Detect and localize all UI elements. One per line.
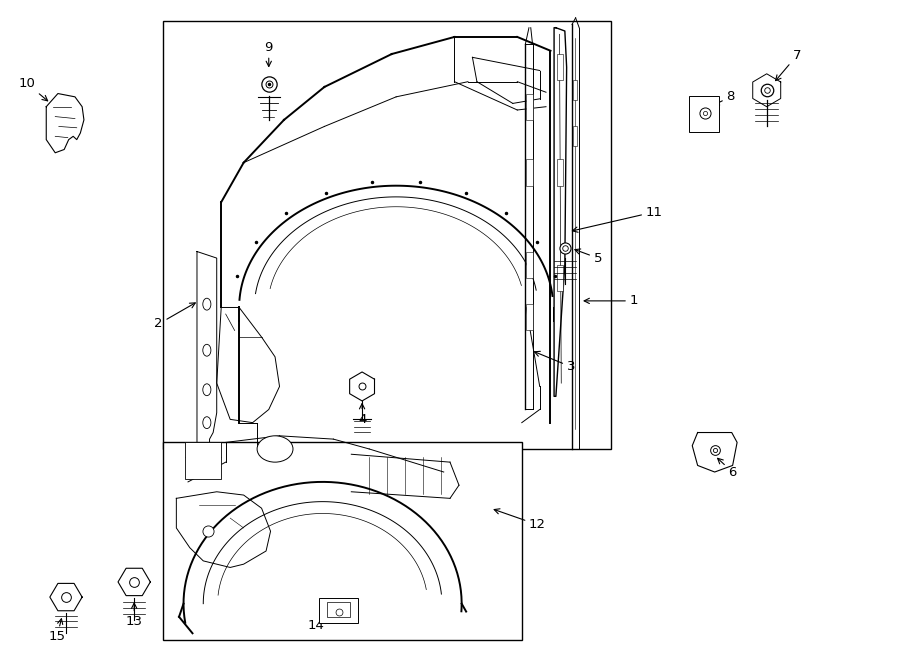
Ellipse shape: [202, 384, 211, 396]
Text: 8: 8: [714, 91, 734, 105]
Bar: [163, 442, 522, 640]
Text: 1: 1: [584, 294, 638, 307]
Text: 9: 9: [265, 41, 273, 67]
Text: 13: 13: [126, 603, 143, 628]
Ellipse shape: [202, 344, 211, 356]
Text: 12: 12: [494, 509, 546, 531]
Circle shape: [257, 436, 293, 462]
Bar: [557, 54, 563, 81]
Bar: [557, 264, 563, 291]
Text: 15: 15: [49, 619, 66, 643]
Bar: [327, 602, 350, 617]
Text: 11: 11: [572, 206, 662, 232]
Bar: [526, 159, 533, 186]
Text: 5: 5: [575, 249, 602, 264]
Bar: [185, 442, 221, 479]
Bar: [163, 21, 611, 449]
Bar: [526, 94, 533, 120]
Ellipse shape: [202, 416, 211, 428]
Text: 6: 6: [717, 458, 736, 479]
Bar: [573, 81, 578, 100]
Bar: [319, 598, 358, 623]
Text: 3: 3: [535, 352, 575, 373]
Text: 4: 4: [358, 404, 366, 426]
Bar: [526, 252, 533, 278]
FancyBboxPatch shape: [688, 96, 719, 132]
Text: 10: 10: [19, 77, 48, 101]
Bar: [557, 159, 563, 186]
Text: 2: 2: [155, 303, 195, 330]
Text: 14: 14: [308, 617, 330, 632]
Text: 7: 7: [776, 49, 801, 81]
Bar: [526, 304, 533, 330]
Ellipse shape: [202, 298, 211, 310]
Bar: [573, 126, 578, 146]
